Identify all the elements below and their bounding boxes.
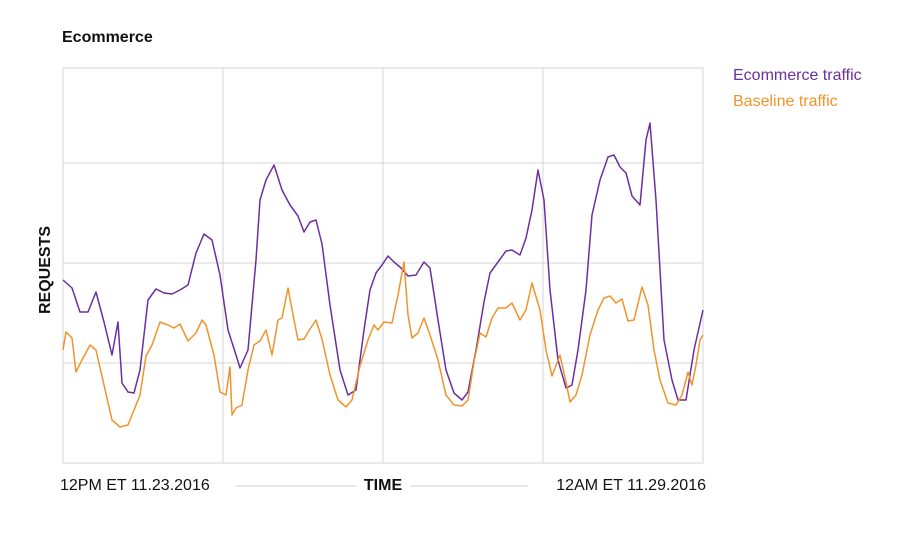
x-start-label: 12PM ET 11.23.2016 <box>60 477 210 494</box>
chart-title: Ecommerce <box>62 29 153 46</box>
legend-label: Baseline traffic <box>733 93 838 110</box>
legend-label: Ecommerce traffic <box>733 67 862 84</box>
series-line <box>62 122 704 401</box>
series-line <box>62 261 704 428</box>
x-axis-label: TIME <box>364 477 403 494</box>
x-end-label: 12AM ET 11.29.2016 <box>556 477 706 494</box>
y-axis-label: REQUESTS <box>37 226 54 314</box>
